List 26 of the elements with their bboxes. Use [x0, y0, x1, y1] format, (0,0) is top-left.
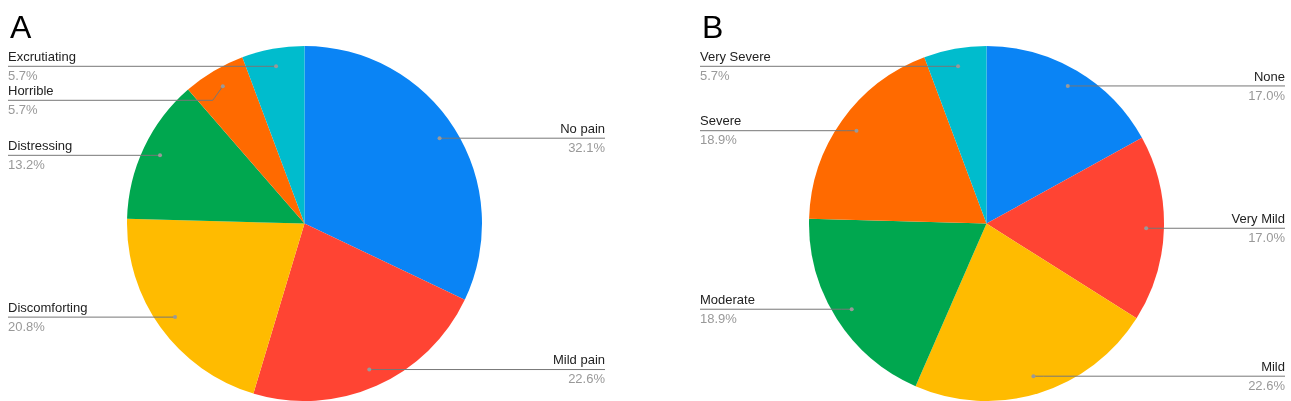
slice-label: Distressing: [8, 137, 73, 153]
slice-label: Mild pain: [552, 352, 605, 368]
slice-label: No pain: [560, 120, 605, 136]
slice-label: Very Severe: [700, 48, 771, 64]
data-label: 32.1%: [568, 139, 606, 155]
slice-label: Mild: [1261, 358, 1285, 374]
slice-label: Moderate: [700, 291, 755, 307]
data-label: 5.7%: [8, 101, 39, 117]
slice-label: Discomforting: [8, 299, 88, 315]
chart-title: A: [10, 9, 32, 45]
data-label: 5.7%: [8, 67, 39, 83]
data-label: 18.9%: [700, 132, 738, 148]
slice-label: None: [1253, 68, 1285, 84]
data-label: 20.8%: [8, 318, 46, 334]
slice-label: Severe: [700, 113, 742, 129]
data-label: 13.2%: [8, 156, 46, 172]
data-label: 17.0%: [1248, 87, 1286, 103]
data-label: 17.0%: [1248, 229, 1286, 245]
data-label: 18.9%: [700, 310, 738, 326]
slice-label: Horrible: [8, 82, 54, 98]
slice-label: Excrutiating: [8, 48, 76, 64]
data-label: 22.6%: [1248, 377, 1286, 393]
chart-title: B: [702, 9, 724, 45]
slice-label: Very Mild: [1231, 210, 1285, 226]
data-label: 22.6%: [568, 371, 606, 387]
data-label: 5.7%: [700, 67, 731, 83]
